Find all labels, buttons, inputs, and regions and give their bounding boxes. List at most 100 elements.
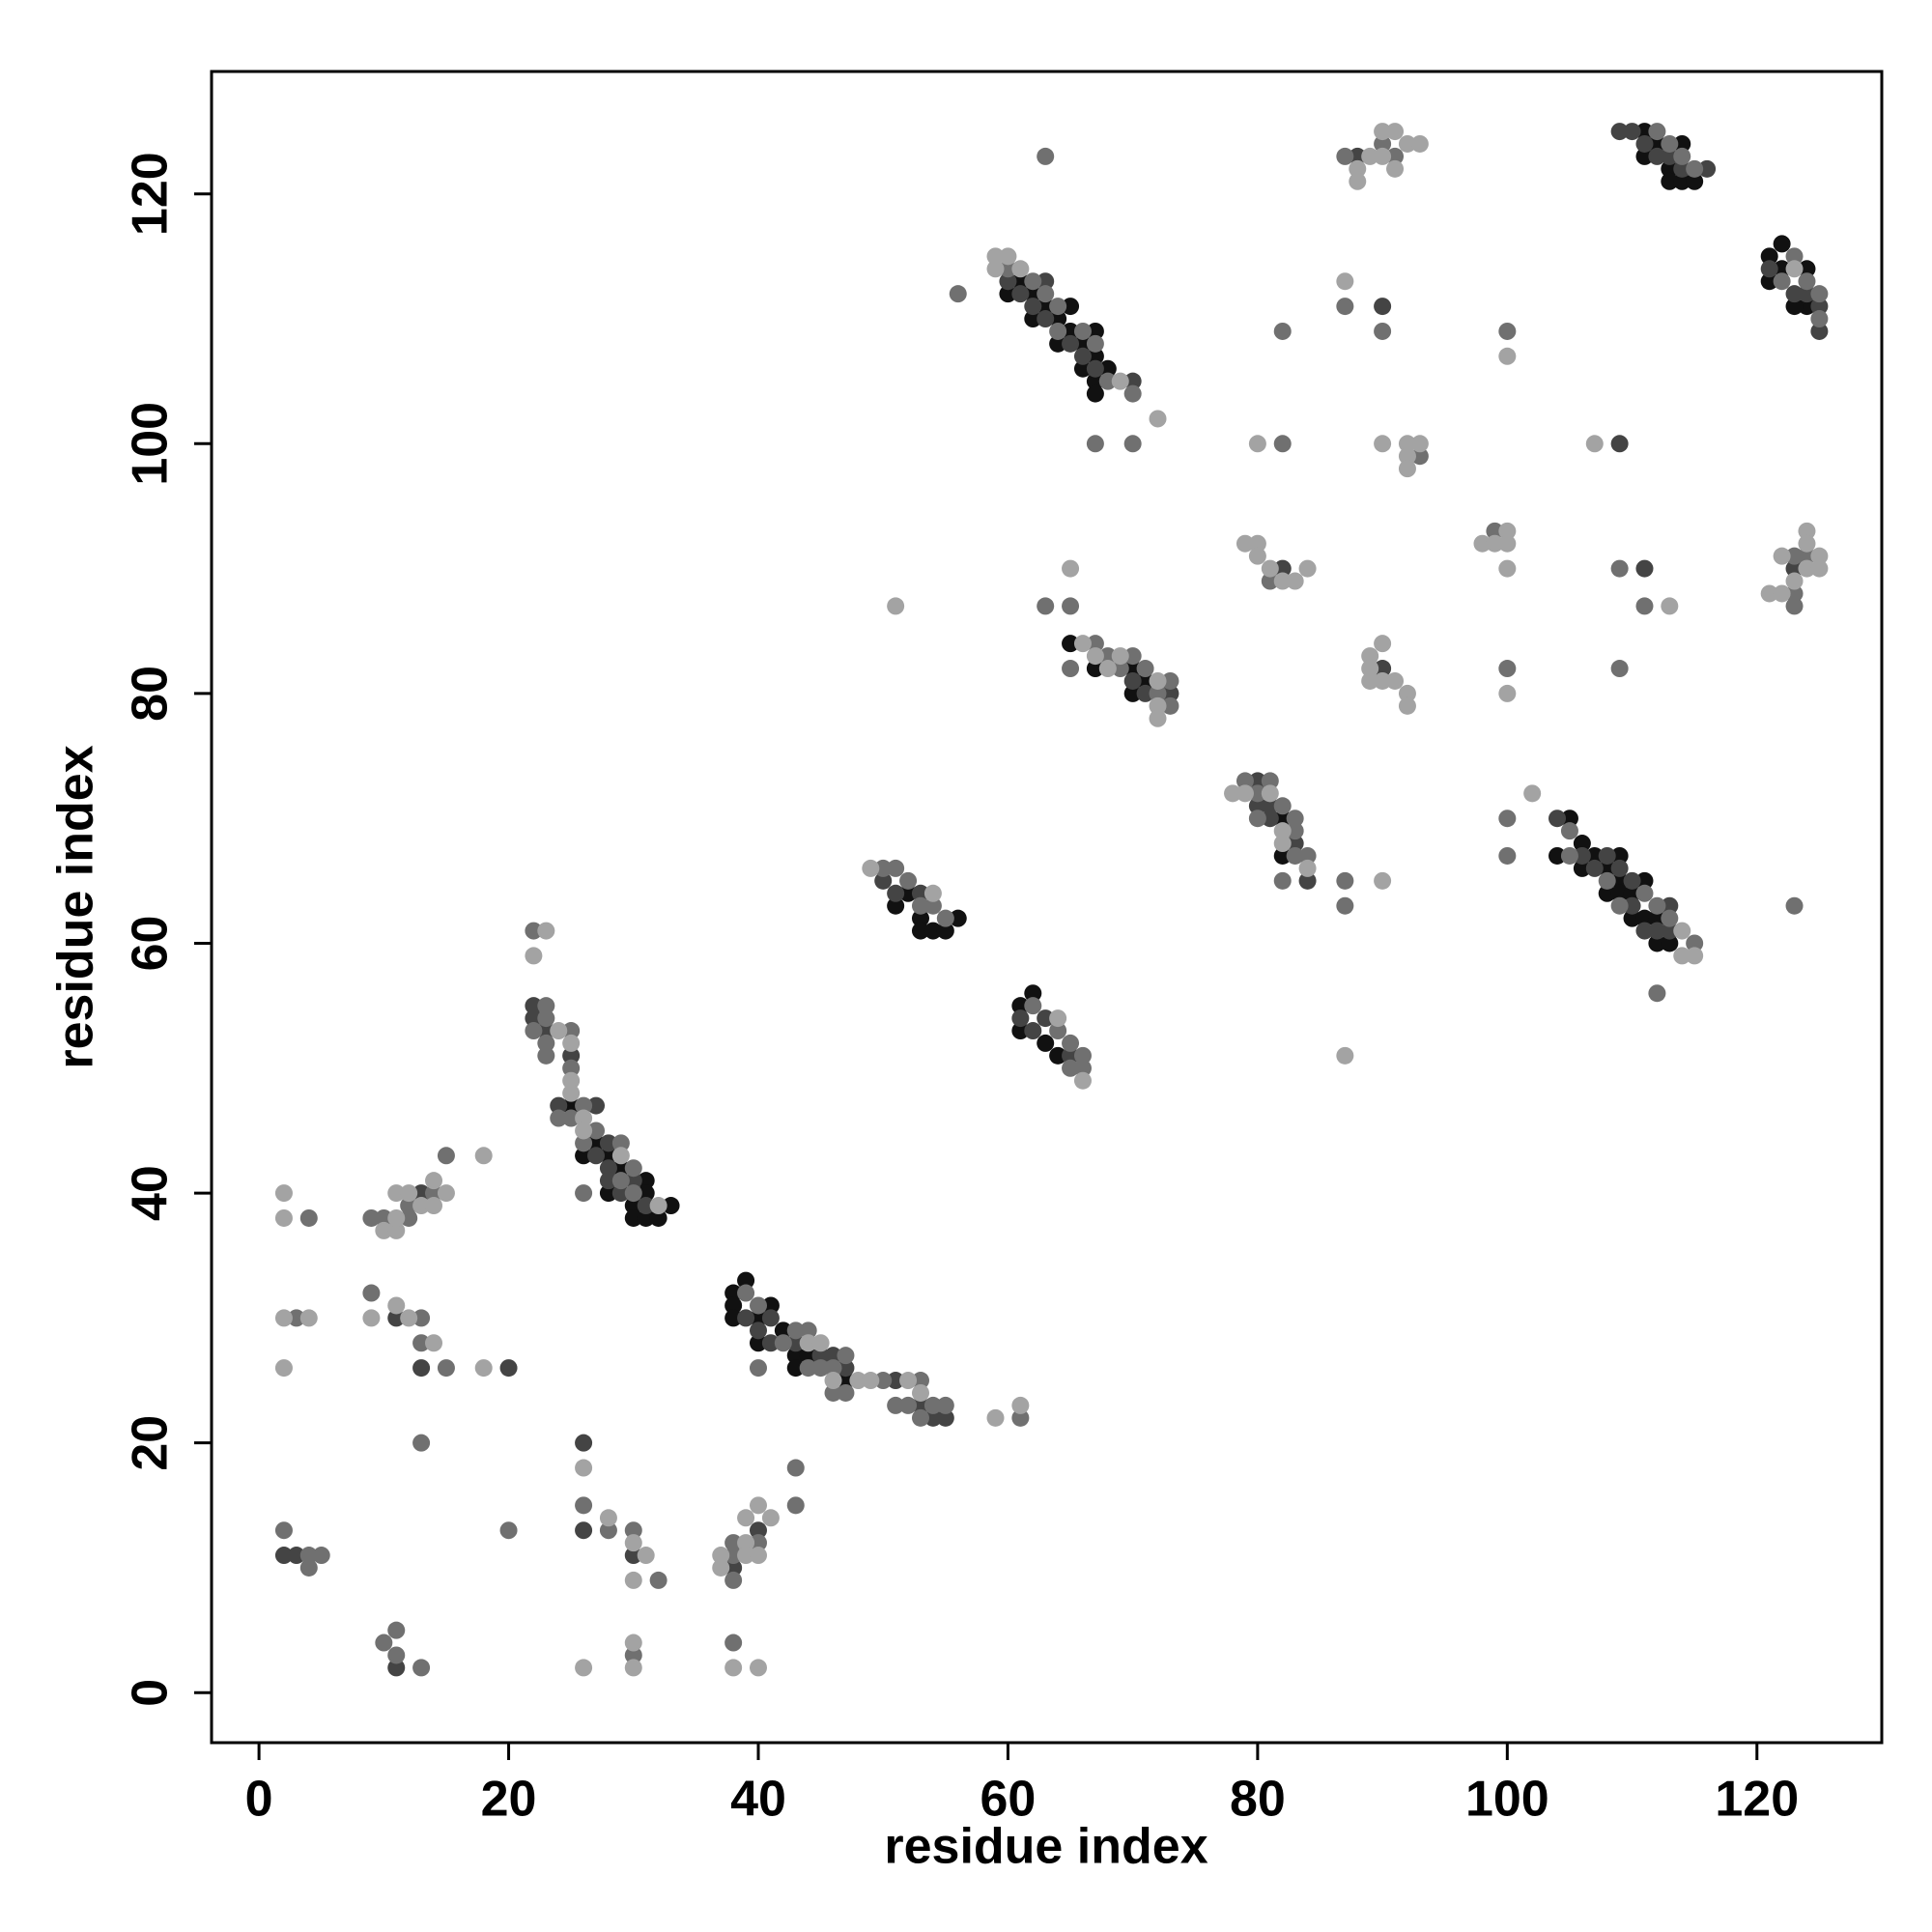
point: [874, 859, 893, 877]
point: [587, 1122, 606, 1140]
point: [562, 1046, 581, 1065]
point: [1785, 572, 1804, 590]
point: [611, 1147, 630, 1165]
point: [1548, 810, 1567, 828]
point: [575, 1147, 593, 1165]
point: [1686, 934, 1704, 952]
point: [362, 1208, 381, 1227]
point: [1062, 635, 1080, 653]
x-tick-label: 120: [1715, 1772, 1799, 1828]
point: [1336, 147, 1354, 165]
point: [986, 247, 1005, 266]
point: [862, 859, 880, 877]
point: [637, 1208, 655, 1227]
point: [274, 1184, 293, 1203]
point: [1760, 247, 1778, 266]
point: [412, 1184, 431, 1203]
point: [287, 1309, 305, 1327]
point: [1224, 784, 1242, 803]
point: [1398, 447, 1416, 466]
point: [1149, 671, 1167, 690]
point: [1760, 272, 1778, 291]
point: [1374, 147, 1392, 165]
y-axis-label: residue index: [48, 745, 104, 1068]
point: [737, 1271, 755, 1290]
point: [1610, 123, 1629, 141]
point: [1236, 784, 1254, 803]
point: [1798, 260, 1816, 278]
y-tick-label: 60: [123, 916, 179, 972]
x-tick-label: 40: [730, 1772, 786, 1828]
point: [1024, 298, 1042, 316]
y-tick-label: 40: [123, 1165, 179, 1221]
point: [1648, 134, 1666, 153]
point: [1011, 1022, 1030, 1040]
point: [1123, 435, 1142, 453]
point: [999, 272, 1017, 291]
point: [1673, 159, 1691, 178]
point: [1523, 784, 1542, 803]
point: [274, 1309, 293, 1327]
point: [1248, 534, 1266, 553]
point: [537, 1046, 555, 1065]
point: [1374, 134, 1392, 153]
point: [1273, 846, 1292, 865]
point: [1248, 772, 1266, 790]
point: [1098, 660, 1117, 678]
point: [1136, 671, 1154, 690]
point: [1336, 298, 1354, 316]
point: [1648, 984, 1666, 1003]
point: [575, 1659, 593, 1677]
point: [1785, 597, 1804, 615]
point: [911, 1408, 929, 1427]
point: [599, 1184, 617, 1203]
point: [749, 1359, 767, 1378]
point: [1386, 123, 1405, 141]
point: [1062, 322, 1080, 340]
point: [1098, 372, 1117, 390]
point: [749, 1496, 767, 1515]
point: [287, 1547, 305, 1565]
x-tick-label: 100: [1465, 1772, 1549, 1828]
point: [1623, 123, 1641, 141]
point: [724, 1309, 743, 1327]
point: [1248, 797, 1266, 815]
point: [1374, 871, 1392, 890]
point: [1498, 684, 1517, 702]
point: [1062, 1034, 1080, 1052]
point: [724, 1284, 743, 1302]
point: [387, 1646, 406, 1664]
point: [1098, 647, 1117, 666]
point: [1086, 435, 1104, 453]
y-tick-label: 120: [123, 152, 179, 236]
point: [1585, 846, 1604, 865]
point: [1398, 460, 1416, 478]
point: [1486, 522, 1504, 540]
point: [1298, 871, 1317, 890]
point: [737, 1509, 755, 1527]
point: [749, 1296, 767, 1315]
point: [1610, 859, 1629, 877]
point: [899, 884, 918, 902]
point: [525, 947, 543, 965]
point: [999, 260, 1017, 278]
point: [1386, 147, 1405, 165]
point: [1610, 884, 1629, 902]
point: [537, 1022, 555, 1040]
point: [537, 1009, 555, 1028]
point: [1760, 584, 1778, 603]
point: [1610, 559, 1629, 578]
point: [1810, 285, 1829, 303]
point: [1673, 134, 1691, 153]
point: [1386, 671, 1405, 690]
point: [575, 1521, 593, 1540]
point: [412, 1359, 431, 1378]
point: [1374, 298, 1392, 316]
point: [1374, 671, 1392, 690]
point: [1024, 310, 1042, 328]
point: [1086, 647, 1104, 666]
point: [1123, 684, 1142, 702]
point: [749, 1521, 767, 1540]
point: [986, 260, 1005, 278]
point: [611, 1172, 630, 1190]
